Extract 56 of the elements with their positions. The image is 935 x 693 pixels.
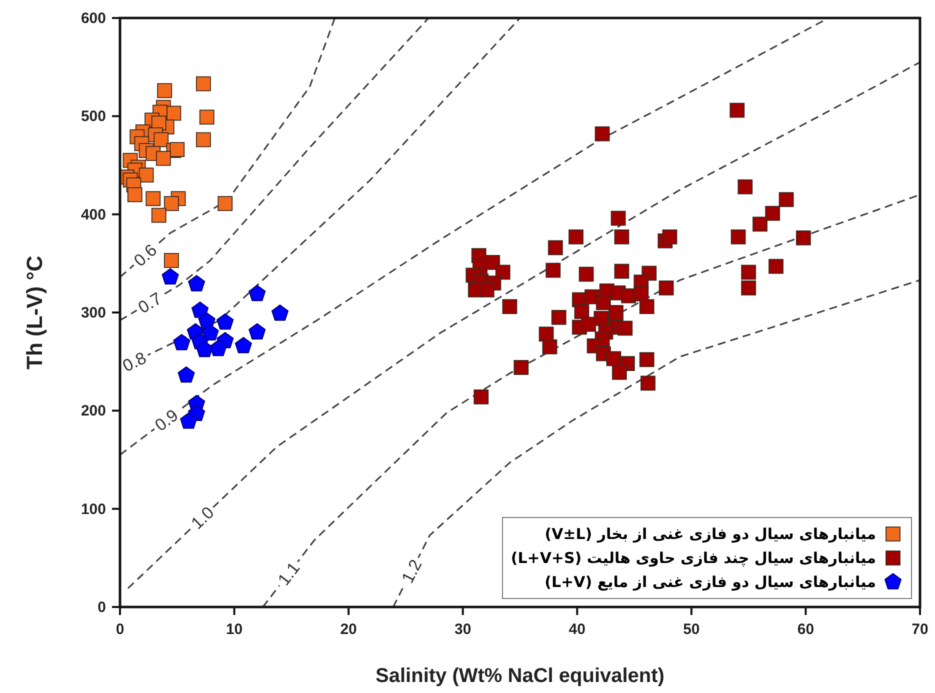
x-tick-label: 50 — [683, 621, 700, 638]
text: 1.2 — [398, 556, 426, 586]
point — [162, 268, 179, 284]
x-axis-title: Salinity (Wt% NaCl equivalent) — [376, 665, 664, 687]
y-tick-label: 300 — [80, 304, 106, 322]
x-tick-label: 40 — [568, 621, 586, 638]
y-tick-label: 0 — [98, 599, 106, 616]
line-series — [120, 18, 430, 322]
text: 0.8 — [120, 348, 150, 376]
point — [164, 196, 179, 211]
y-tick-label: 400 — [80, 206, 106, 224]
text: 1.0 — [188, 503, 218, 534]
point — [248, 284, 266, 302]
y-axis-title: Th (L-V) °C — [22, 255, 47, 370]
line-series — [262, 194, 920, 607]
point — [157, 83, 172, 98]
point — [196, 340, 214, 358]
y-tick-label: 100 — [80, 500, 106, 518]
point — [173, 334, 190, 350]
x-tick-label: 0 — [116, 621, 124, 638]
x-tick-label: 10 — [226, 621, 243, 638]
x-tick-label: 20 — [340, 621, 357, 638]
point — [164, 253, 179, 268]
point — [271, 304, 289, 321]
point — [196, 132, 211, 148]
point — [178, 366, 195, 383]
point — [127, 187, 142, 202]
point — [210, 340, 227, 356]
x-tick-label: 70 — [912, 621, 928, 638]
point — [151, 208, 166, 223]
text: 1.1 — [274, 558, 304, 590]
point — [188, 275, 206, 292]
point — [199, 110, 214, 125]
point — [154, 132, 169, 148]
y-tick-label: 500 — [80, 108, 106, 126]
point — [138, 168, 154, 183]
point — [180, 412, 198, 429]
point — [234, 336, 252, 354]
text: 0.9 — [151, 406, 182, 436]
point — [216, 313, 234, 330]
point — [248, 323, 266, 340]
line-series — [120, 18, 336, 278]
x-tick-label: 60 — [797, 621, 814, 638]
point — [170, 142, 185, 157]
point — [218, 196, 233, 211]
point — [202, 324, 219, 340]
x-tick-label: 30 — [454, 621, 472, 638]
point — [191, 302, 209, 318]
y-tick-label: 600 — [80, 10, 106, 27]
line-series — [392, 279, 920, 607]
y-tick-label: 200 — [80, 402, 106, 420]
text: 0.6 — [130, 240, 161, 270]
text: 0.7 — [134, 288, 165, 318]
point — [146, 191, 161, 206]
point — [196, 76, 211, 92]
point — [156, 150, 171, 166]
